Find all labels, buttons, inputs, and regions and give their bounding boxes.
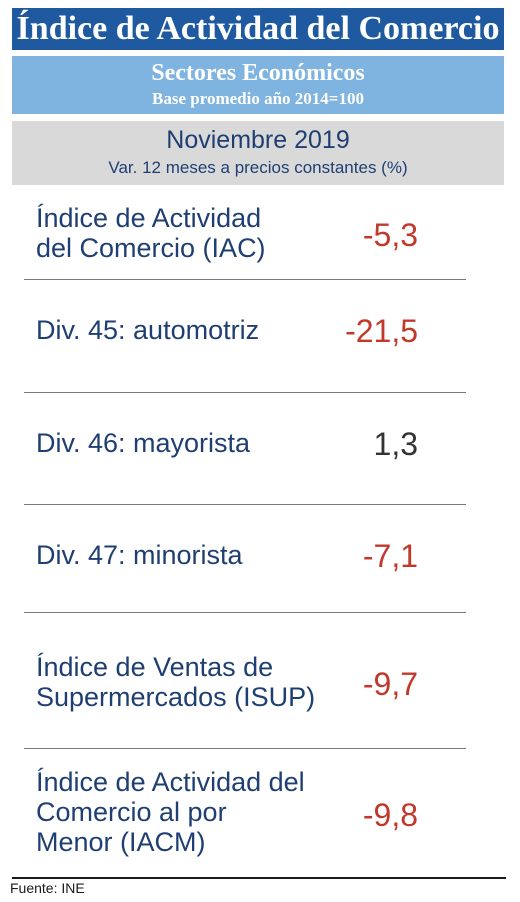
sector-header: Sectores Económicos Base promedio año 20…: [12, 56, 504, 114]
row-divider: [24, 279, 466, 280]
row-label: Div. 45: automotriz: [36, 315, 260, 345]
row-divider: [24, 748, 466, 749]
period-header: Noviembre 2019 Var. 12 meses a precios c…: [12, 121, 504, 185]
row-value: -9,8: [362, 797, 418, 833]
row-label: Índice de Ventas de Supermercados (ISUP): [36, 652, 316, 712]
period-month: Noviembre 2019: [166, 126, 350, 154]
row-value: -7,1: [362, 538, 418, 574]
row-value: -21,5: [345, 313, 418, 349]
row-label: Div. 47: minorista: [36, 540, 243, 570]
row-value: -9,7: [362, 666, 418, 702]
page-title: Índice de Actividad del Comercio: [12, 8, 504, 50]
row-label: Div. 46: mayorista: [36, 428, 251, 458]
period-subtitle: Var. 12 meses a precios constantes (%): [108, 158, 408, 177]
row-divider: [24, 612, 466, 613]
source-divider: [12, 877, 506, 879]
row-value: 1,3: [373, 426, 418, 462]
sector-heading: Sectores Económicos: [151, 60, 365, 86]
row-label: Índice de Actividad del Comercio (IAC): [36, 203, 266, 263]
sector-base: Base promedio año 2014=100: [152, 89, 364, 108]
source-note: Fuente: INE: [10, 880, 85, 896]
row-divider: [24, 504, 466, 505]
row-divider: [24, 392, 466, 393]
row-label: Índice de Actividad del Comercio al por …: [36, 767, 305, 857]
row-value: -5,3: [362, 217, 418, 253]
